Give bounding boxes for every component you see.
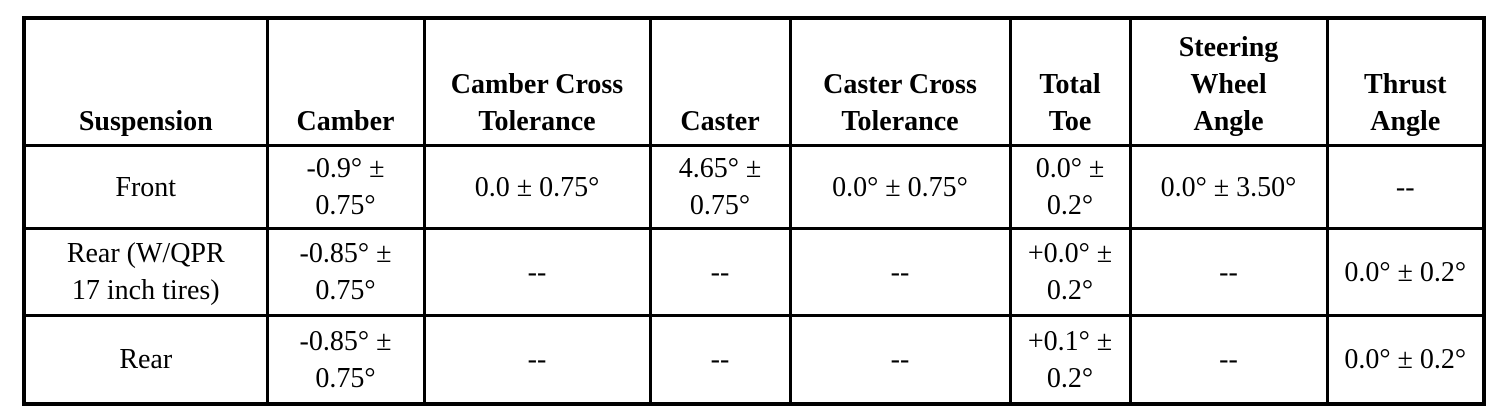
table-cell: -- bbox=[648, 227, 792, 317]
header-row: Suspension Camber Camber Cross Tolerance Ca… bbox=[22, 16, 1486, 147]
table-body: Front -0.9° ± 0.75° 0.0 ± 0.75° 4.65° ± 0.7… bbox=[22, 144, 1486, 406]
header-cell: Caster bbox=[648, 16, 792, 147]
header-cell: Camber bbox=[265, 16, 426, 147]
table-cell: -- bbox=[422, 227, 652, 317]
table-cell: -- bbox=[1128, 227, 1329, 317]
table-row: Rear (W/QPR 17 inch tires) -0.85° ± 0.75°… bbox=[22, 227, 1486, 317]
table-cell: 0.0° ± 0.2° bbox=[1325, 227, 1486, 317]
table-cell: -- bbox=[1128, 314, 1329, 406]
table-cell: -0.85° ± 0.75° bbox=[265, 227, 426, 317]
table-cell: -- bbox=[788, 227, 1012, 317]
table-cell: 0.0 ± 0.75° bbox=[422, 144, 652, 230]
header-cell: Steering Wheel Angle bbox=[1128, 16, 1329, 147]
table-cell: +0.1° ± 0.2° bbox=[1008, 314, 1132, 406]
table-cell: -- bbox=[422, 314, 652, 406]
table-cell: -- bbox=[648, 314, 792, 406]
header-cell: Suspension bbox=[22, 16, 269, 147]
table-cell: -- bbox=[1325, 144, 1486, 230]
table-cell: Rear bbox=[22, 314, 269, 406]
table-cell: 4.65° ± 0.75° bbox=[648, 144, 792, 230]
table-cell: Front bbox=[22, 144, 269, 230]
table-cell: +0.0° ± 0.2° bbox=[1008, 227, 1132, 317]
alignment-table: Suspension Camber Camber Cross Tolerance Ca… bbox=[22, 16, 1486, 406]
table-row: Rear -0.85° ± 0.75° -- -- -- +0.1° ± 0.2° -- 0.… bbox=[22, 314, 1486, 406]
table-cell: 0.0° ± 0.75° bbox=[788, 144, 1012, 230]
header-cell: Camber Cross Tolerance bbox=[422, 16, 652, 147]
table-cell: Rear (W/QPR 17 inch tires) bbox=[22, 227, 269, 317]
table-row: Front -0.9° ± 0.75° 0.0 ± 0.75° 4.65° ± 0.7… bbox=[22, 144, 1486, 230]
table-cell: 0.0° ± 0.2° bbox=[1325, 314, 1486, 406]
table-cell: 0.0° ± 3.50° bbox=[1128, 144, 1329, 230]
header-cell: Thrust Angle bbox=[1325, 16, 1486, 147]
header-cell: Total Toe bbox=[1008, 16, 1132, 147]
table-cell: -- bbox=[788, 314, 1012, 406]
header-cell: Caster Cross Tolerance bbox=[788, 16, 1012, 147]
table-cell: -0.9° ± 0.75° bbox=[265, 144, 426, 230]
table-cell: 0.0° ± 0.2° bbox=[1008, 144, 1132, 230]
table-cell: -0.85° ± 0.75° bbox=[265, 314, 426, 406]
